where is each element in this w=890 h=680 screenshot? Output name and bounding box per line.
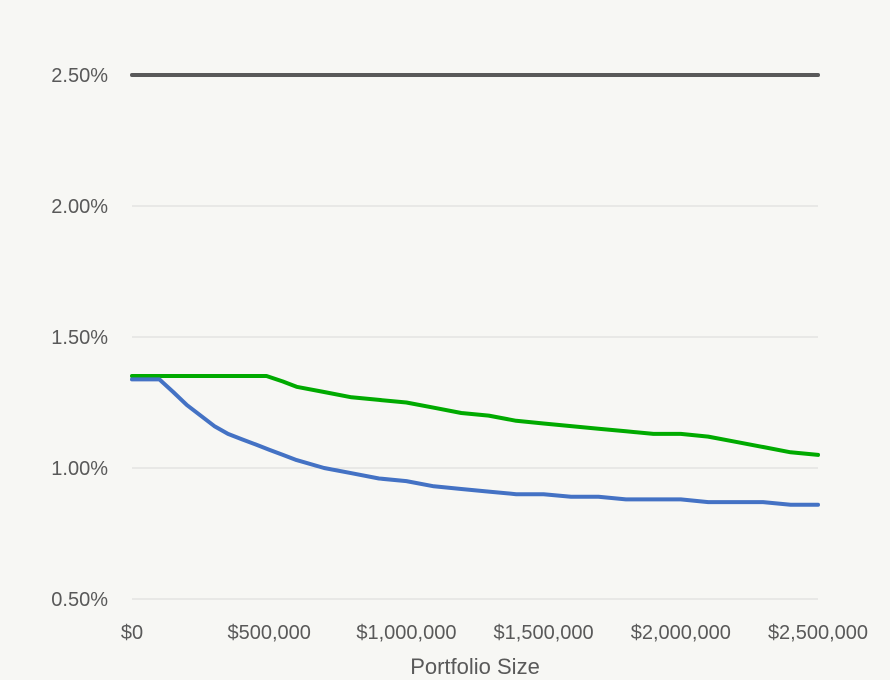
x-axis-tick-labels: $0 $500,000 $1,000,000 $1,500,000 $2,000,000…: [121, 622, 868, 644]
gridlines: [132, 74, 818, 600]
x-tick-label: $2,500,000: [768, 622, 868, 644]
y-tick-label: 2.00%: [51, 196, 108, 218]
x-axis-title: Portfolio Size: [410, 654, 540, 675]
x-tick-label: $2,000,000: [631, 622, 731, 644]
y-tick-label: 1.50%: [51, 327, 108, 349]
x-tick-label: $500,000: [227, 622, 310, 644]
series-line-2: [130, 377, 820, 507]
y-tick-label: 0.50%: [51, 589, 108, 611]
series-lines: [130, 73, 820, 507]
y-tick-label: 1.00%: [51, 458, 108, 480]
y-axis-tick-labels: 0.50% 1.00% 1.50% 2.00% 2.50%: [51, 65, 108, 611]
x-tick-label: $1,000,000: [356, 622, 456, 644]
x-tick-label: $0: [121, 622, 143, 644]
x-tick-label: $1,500,000: [494, 622, 594, 644]
series-line-1: [130, 374, 820, 457]
y-tick-label: 2.50%: [51, 65, 108, 87]
